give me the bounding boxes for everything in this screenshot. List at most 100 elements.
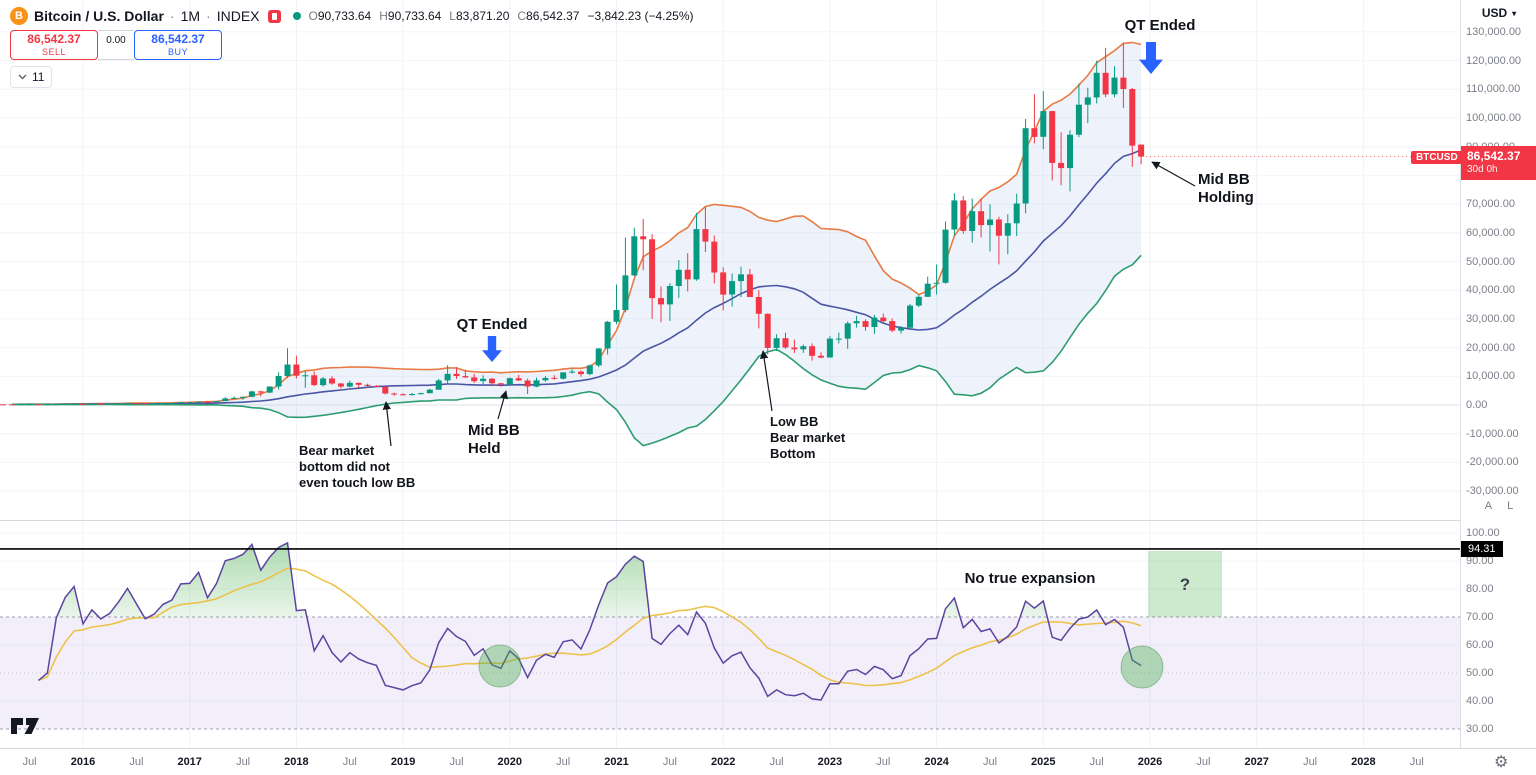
current-price: 86,542.37 (1467, 149, 1521, 163)
log-scale-button[interactable]: L (1507, 500, 1514, 512)
spread-value: 0.00 (98, 30, 134, 60)
price-tick: 60,000.00 (1466, 226, 1515, 239)
time-tick: Jul (876, 756, 891, 768)
time-tick: Jul (22, 756, 37, 768)
time-tick: 2028 (1351, 756, 1376, 768)
time-tick: Jul (1089, 756, 1104, 768)
price-scale[interactable]: USD ▾ A L 130,000.00 120,000.00 110,000.00… (1460, 0, 1536, 748)
rsi-circle-2020[interactable] (478, 644, 522, 688)
bar-countdown: 30d 0h (1467, 164, 1498, 175)
rsi-ma-line (38, 567, 1142, 687)
price-tick: -30,000.00 (1466, 485, 1519, 498)
auto-scale-button[interactable]: A (1484, 500, 1493, 512)
time-tick: Jul (129, 756, 144, 768)
time-tick: 2024 (924, 756, 949, 768)
qt-ended-2019-label[interactable]: QT Ended (457, 316, 528, 333)
bitcoin-icon: B (10, 7, 28, 25)
qt-ended-2019-arrow[interactable] (482, 336, 502, 362)
tradingview-logo[interactable] (10, 712, 44, 743)
price-chart-canvas[interactable]: ? No true expansion QT Ended QT Ended Mid BB… (0, 0, 1460, 748)
exchange-label[interactable]: INDEX (216, 8, 260, 24)
time-tick: Jul (556, 756, 571, 768)
low-value: 83,871.20 (455, 9, 510, 23)
qt-ended-2025-arrow[interactable] (1139, 42, 1163, 74)
tradingview-logo-icon (11, 718, 39, 734)
mid-bb-held[interactable]: Mid BB Held (468, 422, 520, 457)
rsi-pane[interactable]: ? No true expansion (0, 541, 1460, 730)
caret-down-icon: ▾ (1512, 8, 1517, 18)
index-source-icon (267, 9, 281, 23)
time-tick: 2023 (817, 756, 843, 768)
qt-ended-2025-label[interactable]: QT Ended (1125, 17, 1196, 34)
current-price-label: 86,542.37 30d 0h (1461, 146, 1536, 180)
chevron-down-icon (18, 74, 27, 80)
price-tick: 120,000.00 (1466, 54, 1522, 67)
price-tick: 30,000.00 (1466, 312, 1515, 325)
price-tick: 40,000.00 (1466, 284, 1515, 297)
time-tick: 2017 (177, 756, 202, 768)
buy-button[interactable]: 86,542.37 BUY (134, 30, 222, 60)
status-dot-icon (292, 12, 301, 20)
interval-label[interactable]: 1M (180, 8, 201, 24)
sell-button[interactable]: 86,542.37 SELL (10, 30, 98, 60)
time-tick: Jul (982, 756, 998, 768)
object-count: 11 (32, 70, 45, 84)
time-tick: 2026 (1137, 756, 1163, 768)
time-tick: Jul (449, 756, 464, 768)
object-tree-toggle[interactable]: 11 (10, 66, 53, 88)
symbol-name[interactable]: Bitcoin / U.S. Dollar (34, 8, 164, 24)
time-tick: 2016 (70, 756, 96, 768)
bollinger-bands[interactable] (11, 41, 1142, 447)
rsi-overbought-fill (38, 542, 1142, 617)
price-tick: -20,000.00 (1466, 456, 1519, 469)
price-tick: 30.00 (1466, 723, 1494, 735)
question-box[interactable]: ? (1148, 551, 1222, 617)
time-tick: 2027 (1244, 756, 1269, 768)
rsi-circle-2025[interactable] (1120, 645, 1164, 689)
price-tick: 70.00 (1466, 611, 1494, 623)
trade-widget: 86,542.37 SELL 0.00 86,542.37 BUY (10, 30, 222, 60)
price-tick: 90.00 (1466, 555, 1494, 567)
no-true-expansion[interactable]: No true expansion (965, 570, 1096, 587)
price-tick: 100.00 (1466, 527, 1500, 539)
candlestick-series[interactable] (0, 42, 1145, 406)
ohlc-readout: O90,733.64 H90,733.64 L83,871.20 C86,542… (308, 9, 694, 23)
price-tick: 70,000.00 (1466, 198, 1515, 211)
time-tick: Jul (1409, 756, 1424, 768)
price-tick: 0.00 (1466, 399, 1488, 411)
time-tick: 2018 (284, 756, 309, 768)
chart-legend[interactable]: B Bitcoin / U.S. Dollar · 1M · INDEX O90… (10, 5, 694, 27)
time-tick: 2022 (710, 756, 736, 768)
time-tick: Jul (662, 756, 677, 768)
time-axis[interactable]: ⚙ Jul 2016 Jul 2017 Jul 2018 Jul 2019 Jul 2020 Jul… (0, 748, 1536, 775)
time-tick: 2025 (1031, 756, 1056, 768)
symbol-price-tag: BTCUSD (1411, 151, 1463, 164)
low-bb-bear-market-bottom[interactable]: Low BB Bear market Bottom (770, 414, 846, 461)
settings-gear-icon[interactable]: ⚙ (1494, 754, 1509, 771)
time-tick: 2020 (497, 756, 523, 768)
mid-bb-holding[interactable]: Mid BB Holding (1198, 171, 1254, 206)
currency-selector[interactable]: USD ▾ (1481, 6, 1517, 20)
price-tick: 20,000.00 (1466, 341, 1515, 354)
time-tick: Jul (1196, 756, 1211, 768)
high-value: 90,733.64 (387, 9, 442, 23)
price-tick: 80.00 (1466, 583, 1494, 595)
main-annotations: QT Ended QT Ended Mid BB Held Bear market bot… (299, 17, 1254, 490)
price-tick: 50,000.00 (1466, 255, 1515, 268)
time-tick: 2019 (390, 756, 416, 768)
time-tick: Jul (236, 756, 251, 768)
close-value: 86,542.37 (526, 9, 580, 23)
time-tick: Jul (342, 756, 357, 768)
scale-mode-buttons: A L (1461, 500, 1536, 512)
bear-market-bottom[interactable]: Bear market bottom did not even touch low … (299, 443, 415, 490)
grid (0, 0, 1460, 748)
price-tick: -10,000.00 (1466, 427, 1519, 440)
price-tick: 60.00 (1466, 639, 1494, 651)
time-tick: Jul (1303, 756, 1318, 768)
price-tick: 10,000.00 (1466, 370, 1515, 383)
open-value: 90,733.64 (317, 9, 372, 23)
horizontal-line-value-label: 94.31 (1461, 541, 1503, 557)
price-tick: 50.00 (1466, 667, 1494, 679)
svg-text:?: ? (1180, 575, 1190, 594)
